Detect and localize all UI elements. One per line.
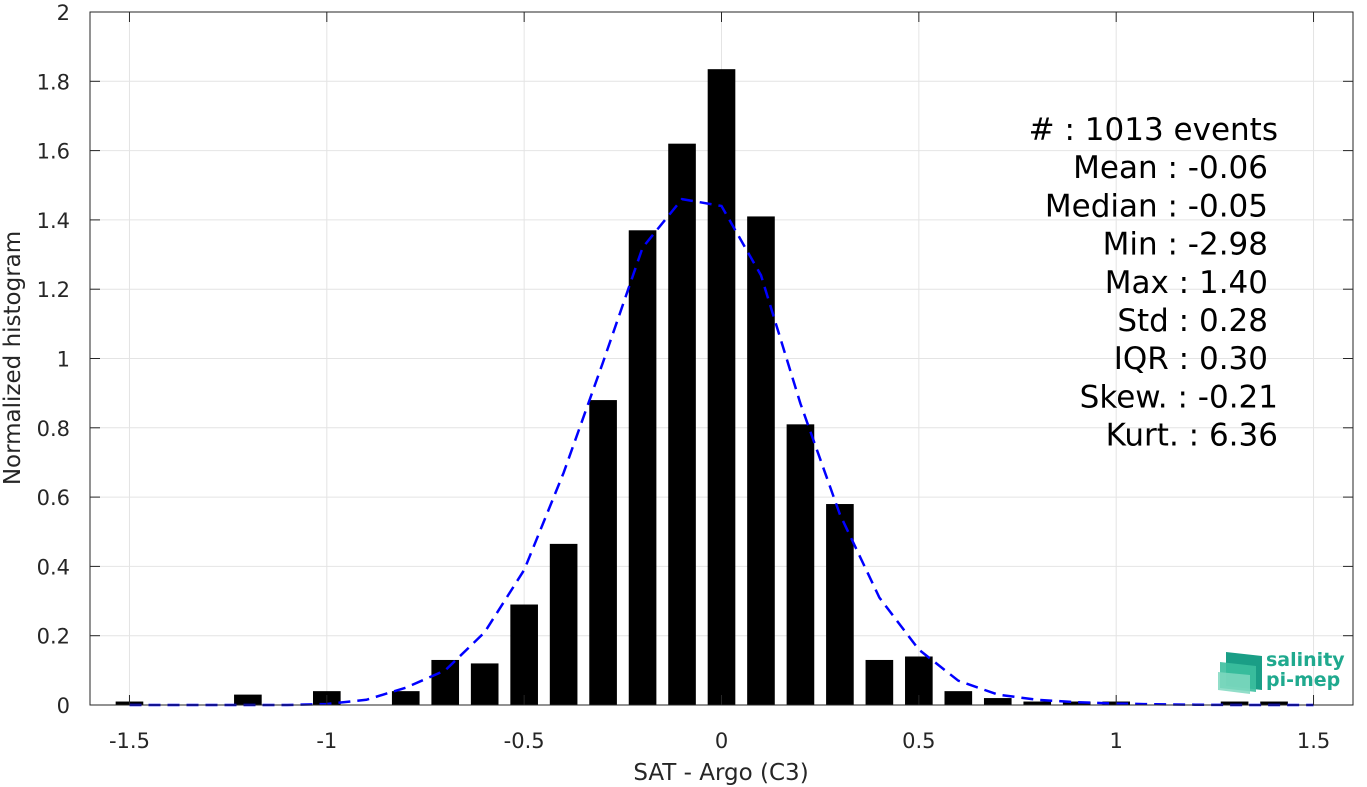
stat-annotation: Mean : -0.06 <box>1073 150 1268 186</box>
x-tick-label: 1.5 <box>1297 729 1330 753</box>
histogram-bar <box>1260 701 1288 705</box>
y-tick-label: 1.2 <box>37 278 70 302</box>
x-tick-label: 1 <box>1110 729 1123 753</box>
logo-text-line1: salinity <box>1266 649 1345 671</box>
histogram-bar <box>865 659 894 705</box>
y-tick-label: 0.2 <box>37 625 70 649</box>
x-tick-label: -1 <box>316 729 337 753</box>
y-tick-label: 2 <box>57 1 70 25</box>
stat-annotation: Std : 0.28 <box>1117 303 1268 339</box>
x-tick-label: -0.5 <box>504 729 545 753</box>
histogram-bar <box>1220 701 1249 705</box>
histogram-bar <box>510 604 538 705</box>
y-tick-label: 1.8 <box>37 70 70 94</box>
y-tick-label: 1.4 <box>37 209 70 233</box>
histogram-bar <box>786 424 815 705</box>
y-tick-label: 0.4 <box>37 555 70 579</box>
histogram-bar <box>707 69 736 706</box>
y-axis-label: Normalized histogram <box>0 231 26 485</box>
stat-annotation: IQR : 0.30 <box>1114 341 1268 377</box>
x-tick-label: -1.5 <box>109 729 150 753</box>
histogram-bar <box>983 698 1012 705</box>
histogram-bar <box>628 230 657 706</box>
stat-annotation: Min : -2.98 <box>1103 227 1268 263</box>
histogram-bar <box>431 659 460 705</box>
stat-annotation: Kurt. : 6.36 <box>1106 418 1278 454</box>
histogram-bar <box>944 691 973 705</box>
histogram-bar <box>589 400 617 705</box>
stat-annotation: Median : -0.05 <box>1045 188 1268 224</box>
histogram-bars <box>115 69 1288 706</box>
histogram-bar <box>1023 701 1052 705</box>
logo-text-line2: pi-mep <box>1266 669 1340 691</box>
stat-annotation: Skew. : -0.21 <box>1080 379 1278 415</box>
stat-annotation: # : 1013 events <box>1029 112 1278 148</box>
y-tick-label: 0.8 <box>37 417 70 441</box>
x-axis-label: SAT - Argo (C3) <box>633 760 808 786</box>
histogram-bar <box>747 216 775 705</box>
histogram-bar <box>470 663 499 705</box>
salinity-pi-mep-logo: salinity pi-mep <box>1218 649 1345 694</box>
histogram-bar <box>668 143 696 706</box>
histogram-bar <box>391 691 420 705</box>
axis-ticks: -1.5 -1 -0.5 0 0.5 1 1.5 0 0.2 0.4 0.6 0.8 1 1.2 1.4 1.… <box>37 1 1353 753</box>
histogram-bar <box>549 543 578 705</box>
logo-icon <box>1218 652 1262 694</box>
y-tick-label: 1.6 <box>37 140 70 164</box>
stat-annotation: Max : 1.40 <box>1105 265 1268 301</box>
y-tick-label: 1 <box>57 348 70 372</box>
y-tick-label: 0.6 <box>37 486 70 510</box>
histogram-bar <box>234 694 262 705</box>
x-tick-label: 0.5 <box>902 729 935 753</box>
x-tick-label: 0 <box>715 729 728 753</box>
histogram-bar <box>1062 701 1091 705</box>
histogram-bar <box>826 504 854 705</box>
y-tick-label: 0 <box>57 694 70 718</box>
